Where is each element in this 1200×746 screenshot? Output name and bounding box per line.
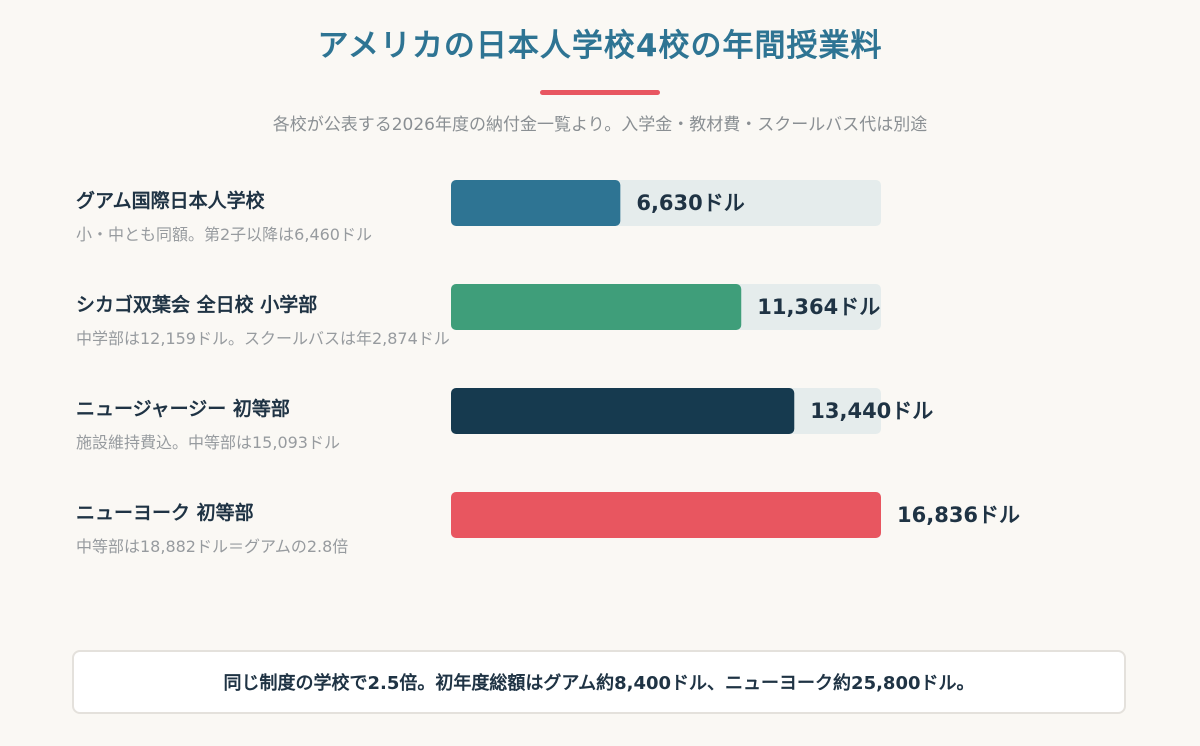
value-label: 11,364ドル: [757, 295, 880, 319]
category-note: 中学部は12,159ドル。スクールバスは年2,874ドル: [76, 329, 450, 348]
chart-title: アメリカの日本人学校4校の年間授業料: [317, 28, 883, 64]
value-label: 16,836ドル: [897, 503, 1020, 527]
summary-box: 同じ制度の学校で2.5倍。初年度総額はグアム約8,400ドル、ニューヨーク約25…: [72, 650, 1126, 714]
category-note: 小・中とも同額。第2子以降は6,460ドル: [76, 225, 372, 244]
value-label: 6,630ドル: [636, 191, 744, 215]
category-label: シカゴ双葉会 全日校 小学部: [76, 293, 317, 316]
title-accent-line: [540, 90, 660, 95]
bar: [451, 180, 621, 226]
category-note: 中等部は18,882ドル＝グアムの2.8倍: [76, 537, 348, 556]
bar: [451, 284, 742, 330]
bar: [451, 388, 795, 434]
bar: [451, 492, 881, 538]
category-label: ニュージャージー 初等部: [76, 397, 290, 420]
category-label: ニューヨーク 初等部: [76, 501, 254, 524]
category-note: 施設維持費込。中等部は15,093ドル: [76, 433, 340, 452]
summary-text: 同じ制度の学校で2.5倍。初年度総額はグアム約8,400ドル、ニューヨーク約25…: [223, 673, 975, 694]
category-label: グアム国際日本人学校: [76, 189, 266, 212]
value-label: 13,440ドル: [810, 399, 933, 423]
chart-subtitle: 各校が公表する2026年度の納付金一覧より。入学金・教材費・スクールバス代は別途: [272, 115, 928, 135]
